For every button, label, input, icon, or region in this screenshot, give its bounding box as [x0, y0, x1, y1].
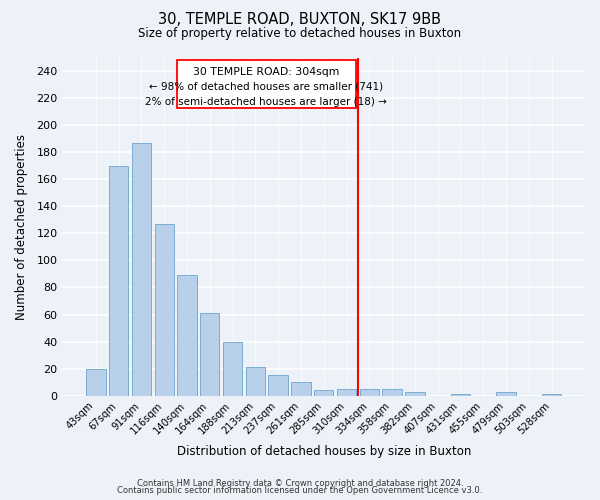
Bar	[451, 394, 470, 396]
Text: 30, TEMPLE ROAD, BUXTON, SK17 9BB: 30, TEMPLE ROAD, BUXTON, SK17 9BB	[158, 12, 442, 28]
Bar	[245, 368, 265, 396]
Bar	[496, 392, 515, 396]
Bar	[291, 382, 311, 396]
Bar	[200, 313, 220, 396]
Text: 2% of semi-detached houses are larger (18) →: 2% of semi-detached houses are larger (1…	[145, 96, 388, 106]
Bar	[405, 392, 425, 396]
X-axis label: Distribution of detached houses by size in Buxton: Distribution of detached houses by size …	[176, 444, 471, 458]
Bar	[359, 389, 379, 396]
Text: Size of property relative to detached houses in Buxton: Size of property relative to detached ho…	[139, 28, 461, 40]
Bar	[268, 376, 288, 396]
Bar	[109, 166, 128, 396]
Bar	[86, 368, 106, 396]
Bar	[542, 394, 561, 396]
Bar	[155, 224, 174, 396]
Bar	[314, 390, 334, 396]
Y-axis label: Number of detached properties: Number of detached properties	[15, 134, 28, 320]
Bar	[382, 389, 402, 396]
FancyBboxPatch shape	[177, 60, 356, 108]
Text: ← 98% of detached houses are smaller (741): ← 98% of detached houses are smaller (74…	[149, 82, 383, 92]
Bar	[178, 276, 197, 396]
Text: Contains HM Land Registry data © Crown copyright and database right 2024.: Contains HM Land Registry data © Crown c…	[137, 478, 463, 488]
Text: 30 TEMPLE ROAD: 304sqm: 30 TEMPLE ROAD: 304sqm	[193, 67, 340, 77]
Text: Contains public sector information licensed under the Open Government Licence v3: Contains public sector information licen…	[118, 486, 482, 495]
Bar	[132, 142, 151, 396]
Bar	[337, 389, 356, 396]
Bar	[223, 342, 242, 396]
